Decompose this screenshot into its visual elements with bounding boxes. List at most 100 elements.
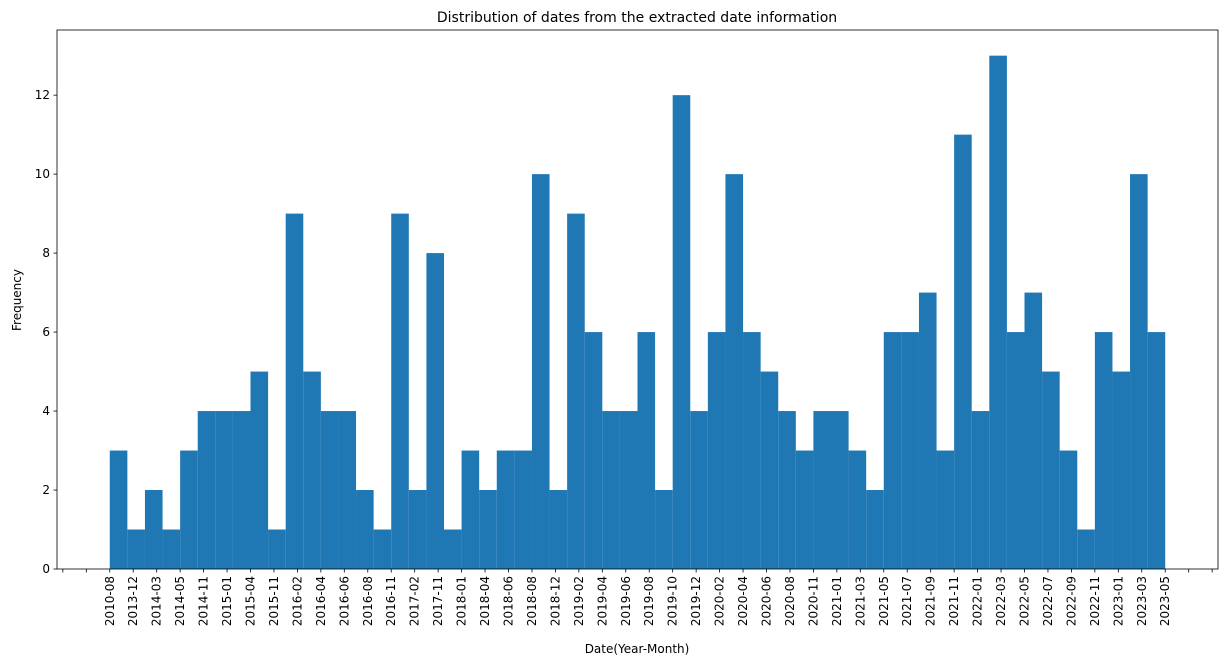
x-axis-label: Date(Year-Month) [585, 642, 690, 656]
x-tick-label: 2022-05 [1018, 576, 1032, 626]
x-tick-label: 2016-04 [314, 576, 328, 626]
bar [268, 529, 286, 569]
x-tick-label: 2010-08 [103, 576, 117, 626]
bar [725, 174, 744, 569]
bar [144, 490, 163, 569]
x-tick-label: 2022-11 [1088, 576, 1102, 626]
x-tick-label: 2022-03 [994, 576, 1008, 626]
bar [848, 450, 867, 569]
bar [426, 253, 444, 569]
bar [338, 411, 357, 569]
bar [1024, 292, 1043, 569]
x-tick-label: 2016-08 [361, 576, 375, 626]
x-tick-label: 2019-02 [572, 576, 586, 626]
x-tick-label: 2019-06 [619, 576, 633, 626]
x-tick-label: 2016-06 [337, 576, 351, 626]
plot-frame [56, 29, 1219, 570]
bar [1077, 529, 1095, 569]
x-tick-label: 2019-10 [666, 576, 680, 626]
bar [180, 450, 198, 569]
bar [813, 411, 831, 569]
bar [883, 332, 902, 569]
y-tick-label: 2 [42, 483, 50, 497]
y-tick-label: 6 [42, 325, 50, 339]
bar [215, 411, 233, 569]
bar [602, 411, 620, 569]
x-tick-label: 2021-09 [924, 576, 938, 626]
x-tick-label: 2021-03 [853, 576, 867, 626]
bar [831, 411, 849, 569]
bar [162, 529, 181, 569]
x-tick-label: 2020-08 [783, 576, 797, 626]
bar [285, 213, 304, 569]
bar [1112, 371, 1131, 569]
x-tick-label: 2022-09 [1064, 576, 1078, 626]
bar [109, 450, 128, 569]
bar [320, 411, 339, 569]
x-tick-label: 2022-01 [971, 576, 985, 626]
x-tick-label: 2023-01 [1111, 576, 1125, 626]
y-tick-label: 0 [42, 562, 50, 576]
x-tick-label: 2016-11 [384, 576, 398, 626]
bar [514, 450, 532, 569]
bar [531, 174, 550, 569]
x-tick-label: 2015-11 [267, 576, 281, 626]
bar [391, 213, 409, 569]
x-tick-label: 2018-06 [502, 576, 516, 626]
bar [707, 332, 726, 569]
x-tick-label: 2017-11 [431, 576, 445, 626]
x-tick-label: 2021-11 [947, 576, 961, 626]
bar [760, 371, 779, 569]
x-tick-label: 2020-02 [713, 576, 727, 626]
bar [901, 332, 919, 569]
x-tick-label: 2015-01 [220, 576, 234, 626]
x-tick-label: 2014-11 [197, 576, 211, 626]
bar [954, 134, 972, 569]
x-tick-label: 2018-01 [455, 576, 469, 626]
x-tick-label: 2020-11 [806, 576, 820, 626]
x-tick-label: 2017-02 [408, 576, 422, 626]
y-tick-label: 10 [35, 167, 50, 181]
bar [127, 529, 145, 569]
x-tick-label: 2023-05 [1158, 576, 1172, 626]
bar [1006, 332, 1025, 569]
x-tick-label: 2019-08 [642, 576, 656, 626]
bar [303, 371, 321, 569]
bar [1147, 332, 1166, 569]
y-tick-label: 8 [42, 246, 50, 260]
bar [1130, 174, 1148, 569]
bar [619, 411, 638, 569]
bar [250, 371, 269, 569]
bar [549, 490, 568, 569]
bar [936, 450, 955, 569]
y-tick-label: 4 [42, 404, 50, 418]
x-tick-label: 2021-07 [900, 576, 914, 626]
x-tick-label: 2014-05 [173, 576, 187, 626]
y-axis-label: Frequency [10, 269, 24, 331]
bar [567, 213, 585, 569]
bar [672, 95, 691, 570]
x-tick-label: 2021-05 [877, 576, 891, 626]
bar [197, 411, 216, 569]
bar [655, 490, 673, 569]
bar [989, 55, 1007, 569]
bar [408, 490, 427, 569]
x-tick-label: 2018-12 [548, 576, 562, 626]
x-tick-label: 2015-04 [244, 576, 258, 626]
x-tick-label: 2020-06 [760, 576, 774, 626]
x-tick-label: 2019-04 [595, 576, 609, 626]
x-tick-label: 2014-03 [150, 576, 164, 626]
x-tick-label: 2021-01 [830, 576, 844, 626]
chart-title: Distribution of dates from the extracted… [437, 10, 837, 26]
bar [356, 490, 374, 569]
x-tick-label: 2023-03 [1135, 576, 1149, 626]
bar [918, 292, 937, 569]
x-tick-label: 2020-04 [736, 576, 750, 626]
bar [232, 411, 251, 569]
bar [795, 450, 814, 569]
bar [690, 411, 708, 569]
bar [373, 529, 392, 569]
bar [444, 529, 462, 569]
